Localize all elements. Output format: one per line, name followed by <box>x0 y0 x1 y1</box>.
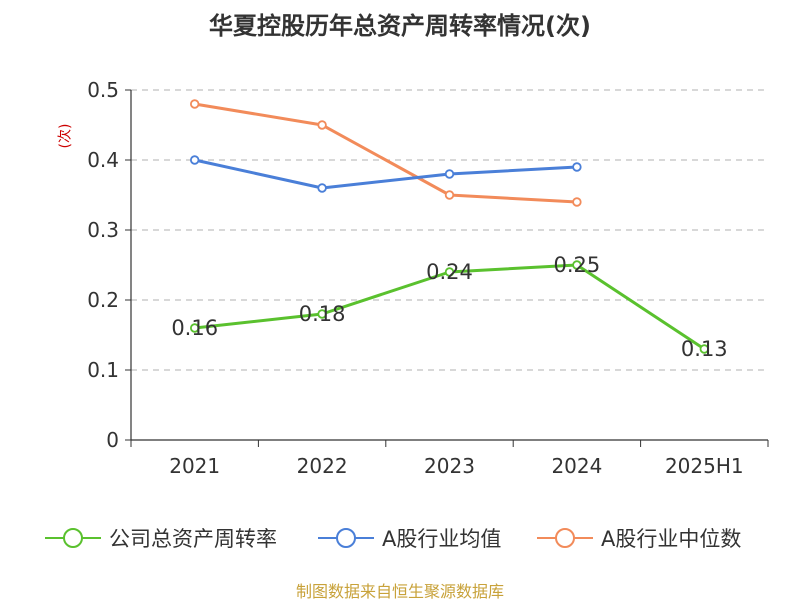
legend-item[interactable]: A股行业均值 <box>318 520 501 556</box>
data-point <box>444 267 455 277</box>
data-point <box>317 309 327 319</box>
x-tick-label: 2024 <box>551 454 602 478</box>
series-line-2 <box>194 102 577 204</box>
data-point <box>189 155 200 165</box>
data-label: 0.18 <box>299 302 346 326</box>
legend-label: A股行业均值 <box>382 527 502 551</box>
grid-lines <box>131 89 768 371</box>
data-point <box>317 120 327 130</box>
y-tick-label: 0.3 <box>87 218 119 242</box>
legend-marker-icon <box>45 528 101 548</box>
legend-label: 公司总资产周转率 <box>109 527 277 551</box>
series-line-1 <box>194 158 577 190</box>
legend-item[interactable]: A股行业中位数 <box>537 520 741 556</box>
data-label: 0.24 <box>426 260 473 284</box>
data-point <box>699 344 709 354</box>
data-point <box>572 260 582 270</box>
y-tick-label: 0.5 <box>87 78 119 102</box>
data-point <box>444 190 455 200</box>
legend-marker-icon <box>537 528 593 548</box>
data-label: 0.13 <box>681 337 728 361</box>
data-point <box>189 323 200 333</box>
data-point <box>572 162 582 172</box>
legend-label: A股行业中位数 <box>601 527 742 551</box>
x-tick-label: 2023 <box>424 454 475 478</box>
data-point <box>444 169 455 179</box>
series-layer <box>189 99 709 354</box>
x-tick-label: 2025H1 <box>665 454 744 478</box>
data-source-note: 制图数据来自恒生聚源数据库 <box>295 582 504 601</box>
data-labels: 0.16 0.18 0.24 0.25 0.13 <box>171 253 727 361</box>
x-tick-label: 2022 <box>297 454 348 478</box>
axes: 0 0.1 0.2 0.3 0.4 0.5 2021 2022 2023 2024 2025H1 <box>87 78 769 478</box>
y-tick-label: 0.2 <box>87 288 119 312</box>
legend-marker-icon <box>318 528 374 548</box>
y-tick-label: 0 <box>106 428 119 452</box>
legend-item[interactable]: 公司总资产周转率 <box>45 520 277 556</box>
data-point <box>572 197 582 207</box>
chart-title: 华夏控股历年总资产周转率情况(次) <box>209 12 591 40</box>
data-label: 0.25 <box>554 253 601 277</box>
data-point <box>317 183 327 193</box>
data-label: 0.16 <box>171 316 218 340</box>
y-tick-label: 0.1 <box>87 358 119 382</box>
x-tick-label: 2021 <box>169 454 220 478</box>
data-point <box>189 99 200 109</box>
y-tick-label: 0.4 <box>87 148 119 172</box>
legend: 公司总资产周转率 A股行业均值 A股行业中位数 <box>0 520 800 556</box>
